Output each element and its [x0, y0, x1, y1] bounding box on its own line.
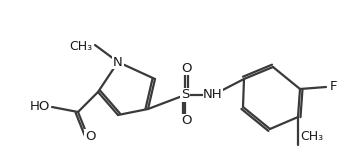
- Text: CH₃: CH₃: [69, 41, 92, 53]
- Text: HO: HO: [30, 101, 50, 114]
- Text: O: O: [85, 129, 95, 142]
- Text: F: F: [330, 80, 337, 94]
- Text: NH: NH: [203, 89, 223, 102]
- Text: O: O: [182, 115, 192, 127]
- Text: O: O: [182, 61, 192, 74]
- Text: CH₃: CH₃: [300, 130, 323, 143]
- Text: N: N: [113, 55, 123, 68]
- Text: S: S: [181, 89, 189, 102]
